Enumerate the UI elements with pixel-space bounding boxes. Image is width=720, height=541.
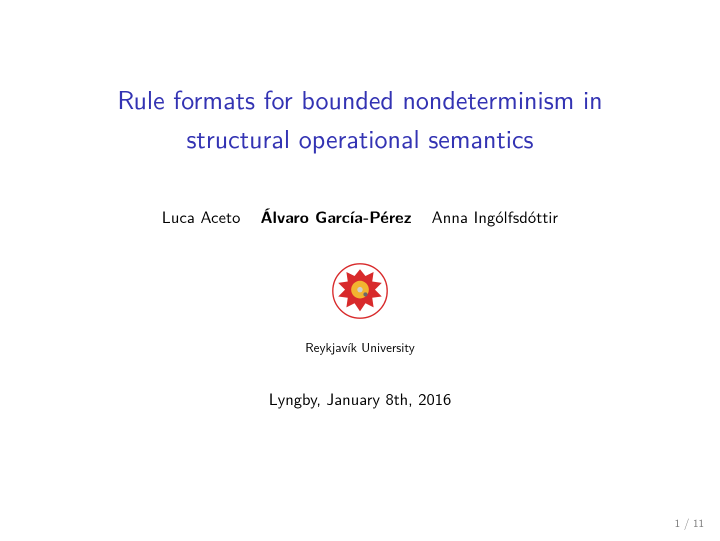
author-3: Anna Ingólfsdóttir: [432, 205, 559, 229]
title-line-1: Rule formats for bounded nondeterminism …: [117, 80, 602, 118]
venue-date: Lyngby, January 8th, 2016: [0, 387, 720, 411]
title-line-2: structural operational semantics: [186, 119, 533, 157]
author-1: Luca Aceto: [162, 205, 241, 229]
university-logo-icon: [326, 257, 394, 325]
author-2-presenter: Álvaro García-Pérez: [260, 204, 411, 228]
institution-logo-wrap: [0, 257, 720, 330]
slide-title: Rule formats for bounded nondeterminism …: [0, 0, 720, 158]
slide: Rule formats for bounded nondeterminism …: [0, 0, 720, 541]
authors-line: Luca Aceto Álvaro García-Pérez Anna Ingólf…: [0, 204, 720, 229]
institution-name: Reykjavík University: [0, 338, 720, 357]
page-number: 1 / 11: [675, 515, 704, 531]
page-total: 11: [693, 515, 704, 531]
page-sep: /: [680, 515, 693, 531]
